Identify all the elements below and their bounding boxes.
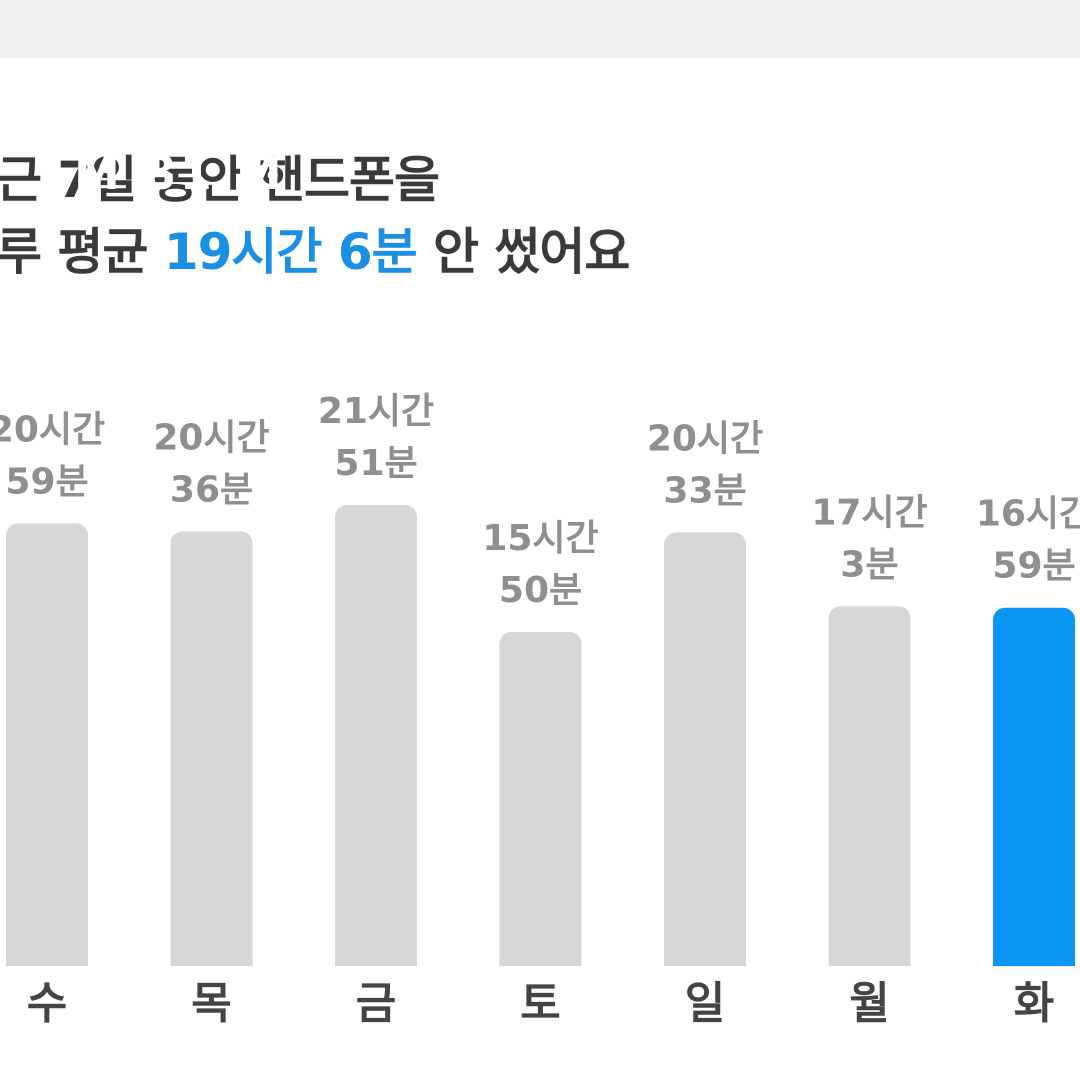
headline-line1-text: 근 7일 동안 핸드폰을 xyxy=(0,151,440,209)
value-label-화-hours: 16시간 xyxy=(976,494,1080,535)
day-label-월: 월 xyxy=(849,978,889,1029)
value-label-화-minutes: 59분 xyxy=(992,546,1075,587)
day-label-목: 목 xyxy=(191,978,231,1029)
bar-수 xyxy=(6,523,88,978)
value-label-일-minutes: 33분 xyxy=(663,470,746,511)
bar-목 xyxy=(170,531,253,978)
value-label-금-minutes: 51분 xyxy=(334,443,417,484)
day-label-수: 수 xyxy=(27,978,67,1029)
value-label-수-hours: 20시간 xyxy=(0,409,105,450)
bar-토 xyxy=(499,632,582,978)
top-band xyxy=(0,0,1080,58)
headline-line1: 근 7일 동안 핸드폰을 xyxy=(0,140,440,212)
headline-line2: 루 평균 19시간 6분 안 썼어요 xyxy=(0,212,630,284)
day-label-일: 일 xyxy=(685,978,725,1029)
day-label-화: 화 xyxy=(1014,978,1054,1029)
headline-line2-prefix: 루 평균 xyxy=(0,223,164,281)
value-label-목-hours: 20시간 xyxy=(153,417,269,458)
value-label-일-hours: 20시간 xyxy=(647,418,763,459)
value-label-목-minutes: 36분 xyxy=(170,469,253,510)
bar-화 xyxy=(993,607,1075,978)
value-label-토-minutes: 50분 xyxy=(499,570,582,611)
bar-일 xyxy=(664,532,746,978)
bar-월 xyxy=(828,606,911,978)
bar-금 xyxy=(335,505,417,978)
value-label-수-minutes: 59분 xyxy=(5,461,88,502)
value-label-월-minutes: 3분 xyxy=(840,544,898,585)
headline-line2-suffix: 안 썼어요 xyxy=(416,223,630,281)
value-label-금-hours: 21시간 xyxy=(318,391,434,432)
overlay-watermark-text: M 81 M xyxy=(74,146,286,200)
day-label-토: 토 xyxy=(520,978,560,1029)
day-label-금: 금 xyxy=(356,978,396,1029)
value-label-토-hours: 15시간 xyxy=(482,518,598,559)
average-usage-highlight: 19시간 6분 xyxy=(163,223,418,281)
value-label-월-hours: 17시간 xyxy=(811,492,927,533)
